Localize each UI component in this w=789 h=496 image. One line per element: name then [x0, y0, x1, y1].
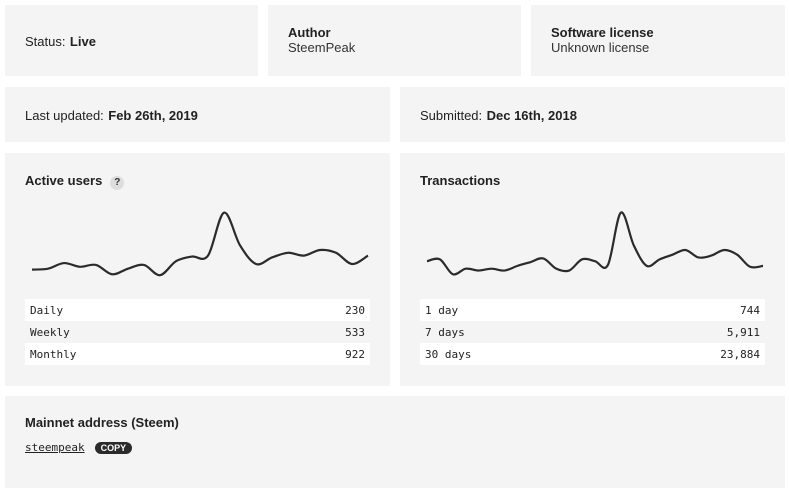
table-row: Weekly 533: [25, 321, 370, 343]
author-card: Author SteemPeak: [268, 5, 521, 76]
status-value: Live: [69, 34, 96, 49]
active-users-table: Daily 230 Weekly 533 Monthly 922: [25, 299, 370, 365]
row-label: 30 days: [425, 347, 472, 361]
transactions-sparkline: [426, 211, 764, 276]
submitted-value: Dec 16th, 2018: [486, 108, 577, 123]
row-label: 1 day: [425, 303, 459, 317]
row-value: 23,884: [720, 347, 760, 361]
submitted-card: Submitted: Dec 16th, 2018: [400, 87, 785, 142]
active-users-sparkline: [31, 211, 369, 277]
table-row: 30 days 23,884: [420, 343, 765, 365]
row-value: 922: [345, 347, 365, 361]
active-users-card: Active users? Daily 230 Weekly 533 Monthly…: [5, 153, 390, 386]
last-updated-card: Last updated: Feb 26th, 2019: [5, 87, 390, 142]
license-card: Software license Unknown license: [531, 5, 785, 76]
transactions-title: Transactions: [420, 173, 501, 188]
table-row: 1 day 744: [420, 299, 765, 321]
license-label: Software license: [551, 25, 654, 40]
last-updated-label: Last updated:: [25, 108, 104, 123]
row-value: 5,911: [726, 325, 760, 339]
row-label: Daily: [30, 303, 64, 317]
sparkline-series: [426, 211, 764, 276]
mainnet-card: Mainnet address (Steem) steempeak COPY: [5, 396, 785, 488]
status-label: Status:: [25, 34, 66, 49]
license-value: Unknown license: [551, 40, 650, 55]
row-label: Monthly: [30, 347, 77, 361]
author-value: SteemPeak: [288, 40, 356, 55]
table-row: 7 days 5,911: [420, 321, 765, 343]
table-row: Monthly 922: [25, 343, 370, 365]
row-label: Weekly: [30, 325, 70, 339]
mainnet-address-link[interactable]: steempeak: [25, 441, 85, 454]
author-label: Author: [288, 25, 331, 40]
row-value: 230: [345, 303, 365, 317]
active-users-title: Active users: [25, 173, 103, 188]
row-value: 744: [740, 303, 760, 317]
last-updated-value: Feb 26th, 2019: [108, 108, 198, 123]
mainnet-title: Mainnet address (Steem): [25, 415, 179, 430]
row-value: 533: [345, 325, 365, 339]
transactions-table: 1 day 744 7 days 5,911 30 days 23,884: [420, 299, 765, 365]
help-icon[interactable]: ?: [110, 176, 125, 190]
sparkline-series: [31, 211, 369, 277]
row-label: 7 days: [425, 325, 465, 339]
submitted-label: Submitted:: [420, 108, 483, 123]
transactions-card: Transactions 1 day 744 7 days 5,911 30 day…: [400, 153, 785, 386]
copy-button[interactable]: COPY: [94, 442, 133, 454]
status-card: Status: Live: [5, 5, 258, 76]
table-row: Daily 230: [25, 299, 370, 321]
